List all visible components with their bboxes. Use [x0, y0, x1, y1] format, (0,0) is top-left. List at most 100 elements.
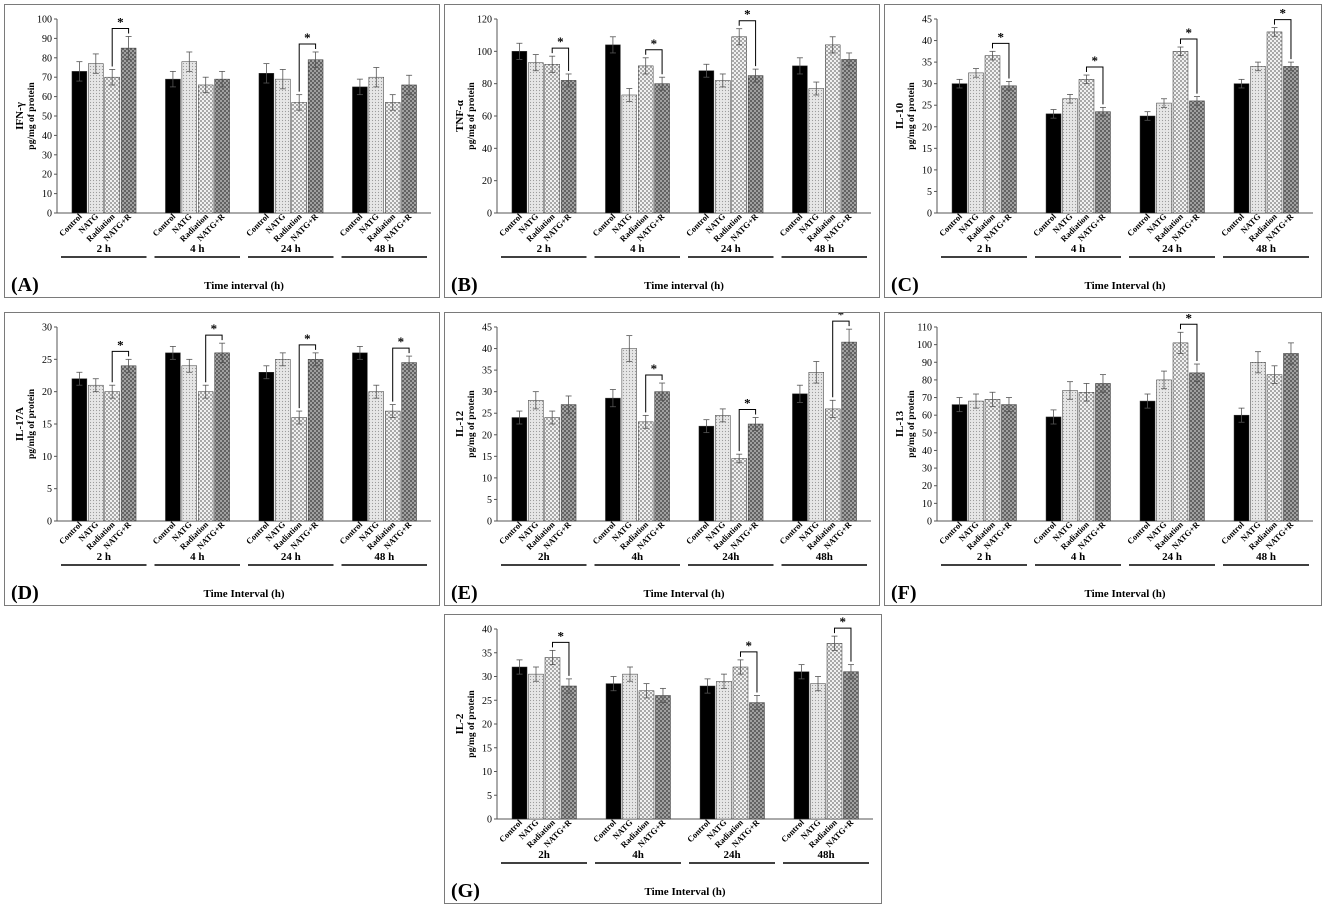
bar — [1250, 362, 1266, 522]
bar — [621, 348, 637, 522]
y-tick-label: 0 — [487, 209, 492, 220]
significance-bracket — [738, 20, 757, 67]
bar — [638, 421, 654, 522]
y-tick-label: 70 — [922, 393, 932, 404]
y-tick-label: 60 — [922, 411, 932, 422]
panel-label: (D) — [11, 582, 39, 604]
group-label: 48 h — [814, 243, 834, 255]
bar — [214, 352, 230, 522]
chart-panel-a: 0 10 20 30 40 50 60 70 80 90 100 IFN-γ pg/mg of prot… — [4, 4, 440, 298]
y-tick-label: 120 — [477, 15, 492, 26]
significance-bracket — [1179, 323, 1198, 362]
bar — [258, 73, 275, 214]
y-tick-label: 100 — [477, 47, 492, 58]
y-axis-title: IL-12 — [454, 410, 466, 437]
bar — [214, 78, 230, 214]
significance-star: * — [557, 34, 564, 49]
bar — [793, 671, 810, 820]
bar — [544, 657, 561, 820]
significance-bracket — [1085, 66, 1104, 105]
y-tick-label: 10 — [42, 189, 52, 200]
chart-panel-f: 0 10 20 30 40 50 60 70 80 90 100 110 IL-13 pg/mg of p… — [884, 312, 1322, 606]
bar — [841, 341, 857, 522]
y-tick-label: 35 — [922, 58, 932, 69]
group-label: 2 h — [537, 243, 551, 255]
y-tick-label: 80 — [42, 53, 52, 64]
y-tick-label: 10 — [482, 473, 492, 484]
panel-label: (A) — [11, 274, 39, 296]
y-tick-label: 30 — [922, 79, 932, 90]
y-tick-label: 20 — [482, 720, 492, 731]
bar — [1045, 113, 1062, 214]
bar — [368, 391, 385, 522]
y-tick-label: 10 — [922, 499, 932, 510]
bar — [291, 102, 307, 214]
bar — [528, 673, 544, 820]
bar — [808, 88, 825, 214]
group-label: 2 h — [977, 551, 991, 563]
y-axis-unit: pg/mg of protein — [467, 390, 477, 458]
panel-label: (G) — [451, 880, 480, 902]
chart-svg: 0 10 20 30 40 50 60 70 80 90 100 110 IL-13 pg/mg of p… — [891, 313, 1313, 604]
bar — [1266, 374, 1283, 522]
bar — [88, 63, 104, 214]
bar — [826, 643, 843, 820]
significance-star: * — [651, 36, 658, 51]
bar — [198, 84, 214, 214]
significance-bracket — [738, 409, 757, 452]
significance-star: * — [304, 331, 311, 346]
bar — [385, 102, 401, 214]
bar — [698, 70, 715, 214]
bar — [1078, 392, 1095, 522]
panel-label: (F) — [891, 582, 917, 604]
significance-star: * — [211, 321, 218, 336]
bar — [968, 400, 984, 522]
bar — [621, 94, 637, 214]
group-label: 48 h — [1256, 551, 1276, 563]
y-axis-unit: pg/mg of protein — [27, 82, 37, 150]
y-tick-label: 30 — [482, 387, 492, 398]
bar — [792, 65, 808, 214]
bar — [181, 365, 197, 522]
y-tick-label: 40 — [482, 144, 492, 155]
group-label: 24 h — [281, 551, 301, 563]
significance-star: * — [744, 396, 751, 411]
y-tick-label: 60 — [482, 112, 492, 123]
bar — [291, 417, 307, 522]
bar — [654, 83, 670, 214]
significance-star: * — [838, 313, 845, 322]
panel-label: (E) — [451, 582, 478, 604]
significance-bracket — [111, 27, 130, 67]
significance-bracket — [833, 627, 852, 662]
y-tick-label: 20 — [922, 481, 932, 492]
bar — [104, 391, 120, 522]
bar — [401, 362, 417, 522]
bar — [1062, 98, 1078, 214]
group-label: 24 h — [1162, 551, 1182, 563]
y-axis-title: IL-17A — [14, 407, 26, 441]
y-tick-label: 70 — [42, 73, 52, 84]
bar — [561, 685, 577, 820]
y-axis-unit: pg/mg of protein — [467, 82, 477, 150]
bar — [385, 410, 401, 522]
significance-bracket — [991, 42, 1010, 79]
bar — [352, 86, 368, 214]
bar — [104, 76, 120, 214]
significance-bracket — [739, 651, 758, 693]
group-label: 2 h — [977, 243, 991, 255]
bar — [951, 404, 968, 522]
y-tick-label: 100 — [37, 15, 52, 26]
bar — [716, 681, 732, 820]
y-tick-label: 35 — [482, 648, 492, 659]
y-tick-label: 90 — [42, 34, 52, 45]
y-tick-label: 40 — [922, 446, 932, 457]
bar — [1062, 390, 1078, 522]
y-tick-label: 40 — [482, 344, 492, 355]
significance-bracket — [551, 47, 570, 71]
y-tick-label: 20 — [42, 387, 52, 398]
bar — [307, 359, 324, 522]
group-label: 48h — [816, 551, 833, 563]
significance-bracket — [1273, 19, 1292, 60]
